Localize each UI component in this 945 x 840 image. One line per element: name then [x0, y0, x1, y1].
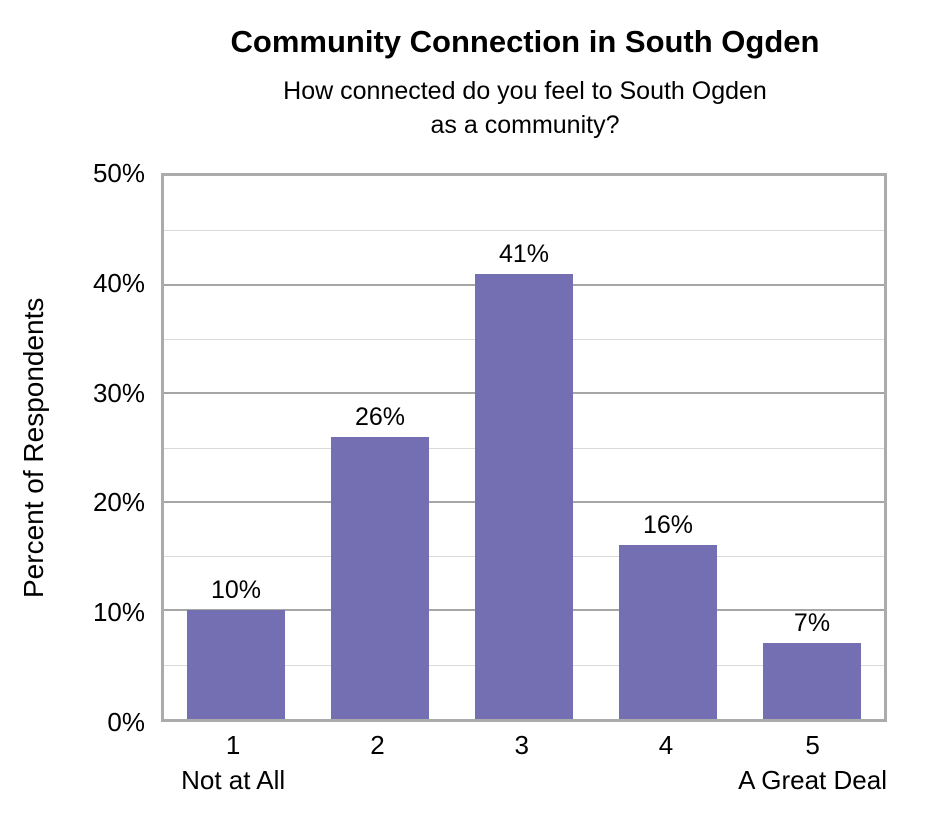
- chart-header: Community Connection in South Ogden How …: [105, 24, 945, 142]
- x-tick-label-3: 3: [514, 730, 529, 760]
- bar-value-label-4: 16%: [642, 511, 694, 540]
- y-tick-label-40: 40%: [92, 267, 145, 298]
- gridline-minor-45: [164, 230, 884, 232]
- x-tick-label-4: 4: [658, 730, 674, 760]
- bar-value-label-2: 26%: [354, 402, 406, 431]
- bar-value-label-5: 7%: [793, 608, 831, 637]
- bar-2: 26%: [331, 403, 429, 719]
- x-tick-sublabel-1: Not at All: [181, 765, 286, 795]
- bar-slot-1: 10%: [164, 176, 308, 719]
- bar-4: 16%: [619, 511, 717, 719]
- x-axis-tick-labels: 1 Not at All 2 3 4 5 A Great Deal: [161, 730, 887, 795]
- bar-series: 10% 26% 41% 16% 7%: [164, 176, 884, 719]
- bar-3: 41%: [475, 240, 573, 719]
- bar-value-label-3: 41%: [498, 239, 550, 268]
- bar-slot-5: 7%: [740, 176, 884, 719]
- chart-subtitle: How connected do you feel to South Ogden…: [283, 77, 767, 139]
- x-tick-4: 4: [594, 730, 738, 795]
- bar-value-label-1: 10%: [210, 576, 262, 605]
- x-tick-3: 3: [450, 730, 594, 795]
- y-tick-label-10: 10%: [92, 597, 145, 628]
- plot-area: 10% 26% 41% 16% 7%: [161, 173, 887, 722]
- x-tick-5: 5 A Great Deal: [738, 730, 887, 795]
- x-tick-label-2: 2: [370, 730, 385, 760]
- y-tick-label-20: 20%: [92, 487, 145, 518]
- y-tick-label-50: 50%: [92, 158, 145, 188]
- y-tick-label-30: 30%: [92, 377, 145, 408]
- x-tick-label-1: 1: [225, 730, 241, 760]
- bar-slot-2: 26%: [308, 176, 452, 719]
- x-tick-label-5: 5: [805, 730, 820, 760]
- bar-slot-3: 41%: [452, 176, 596, 719]
- x-tick-1: 1 Not at All: [161, 730, 305, 795]
- x-tick-sublabel-5: A Great Deal: [738, 765, 887, 795]
- bar-5: 7%: [763, 609, 861, 719]
- bar-1: 10%: [187, 576, 285, 719]
- y-axis-title: Percent of Respondents: [18, 297, 49, 598]
- bar-slot-4: 16%: [596, 176, 740, 719]
- x-tick-2: 2: [305, 730, 449, 795]
- y-tick-label-0: 0%: [107, 707, 145, 737]
- chart-title: Community Connection in South Ogden: [230, 24, 820, 59]
